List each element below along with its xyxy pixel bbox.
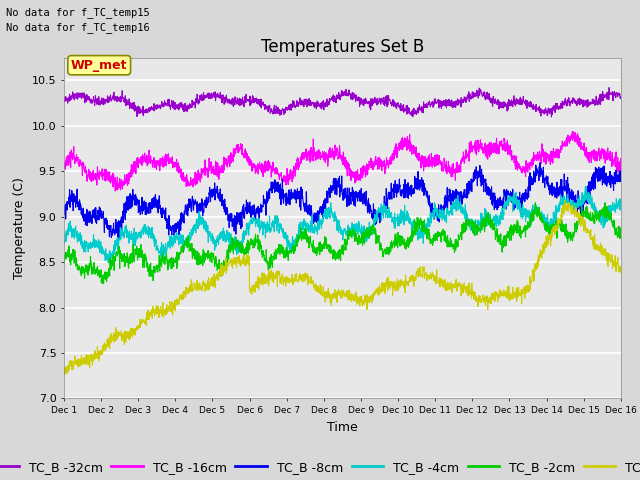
TC_B +4cm	[499, 293, 506, 299]
TC_B -4cm	[582, 183, 590, 189]
TC_B -32cm	[499, 100, 506, 106]
TC_B -2cm	[99, 281, 106, 287]
TC_B -16cm	[316, 156, 324, 162]
TC_B -8cm	[88, 207, 96, 213]
TC_B +4cm	[561, 198, 569, 204]
TC_B -4cm	[331, 212, 339, 218]
Line: TC_B -4cm: TC_B -4cm	[64, 186, 621, 263]
TC_B -8cm	[316, 204, 324, 210]
TC_B -16cm	[601, 154, 609, 159]
TC_B -32cm	[617, 96, 625, 101]
TC_B -16cm	[499, 142, 506, 147]
TC_B -4cm	[499, 215, 506, 220]
TC_B -4cm	[602, 214, 609, 220]
TC_B -16cm	[111, 188, 119, 194]
TC_B -16cm	[617, 160, 625, 166]
TC_B -4cm	[88, 245, 96, 251]
Title: Temperatures Set B: Temperatures Set B	[260, 38, 424, 56]
TC_B -2cm	[88, 264, 96, 270]
TC_B -2cm	[601, 200, 609, 205]
TC_B -32cm	[331, 93, 339, 99]
TC_B -2cm	[331, 249, 339, 254]
Y-axis label: Temperature (C): Temperature (C)	[13, 177, 26, 279]
TC_B -16cm	[60, 163, 68, 169]
Text: No data for f_TC_temp16: No data for f_TC_temp16	[6, 22, 150, 33]
TC_B -8cm	[617, 179, 625, 184]
Line: TC_B -32cm: TC_B -32cm	[64, 87, 621, 117]
Line: TC_B -16cm: TC_B -16cm	[64, 132, 621, 191]
TC_B -2cm	[617, 226, 625, 231]
TC_B +4cm	[88, 362, 96, 368]
TC_B -16cm	[88, 177, 96, 182]
TC_B +4cm	[601, 249, 609, 255]
TC_B -2cm	[316, 239, 324, 245]
TC_B -8cm	[602, 181, 609, 187]
TC_B -32cm	[548, 114, 556, 120]
TC_B -4cm	[617, 197, 625, 203]
X-axis label: Time: Time	[327, 420, 358, 433]
TC_B -32cm	[605, 84, 613, 90]
TC_B -4cm	[601, 221, 609, 227]
TC_B -8cm	[601, 174, 609, 180]
TC_B +4cm	[316, 288, 324, 294]
TC_B -8cm	[114, 236, 122, 241]
TC_B -16cm	[568, 129, 576, 134]
TC_B -8cm	[536, 160, 544, 166]
TC_B -32cm	[88, 98, 96, 104]
TC_B -4cm	[60, 241, 68, 247]
TC_B -4cm	[104, 260, 112, 265]
TC_B +4cm	[617, 270, 625, 276]
TC_B -2cm	[60, 259, 68, 265]
TC_B -4cm	[316, 219, 324, 225]
TC_B +4cm	[331, 287, 339, 292]
TC_B -16cm	[602, 160, 609, 166]
TC_B -2cm	[601, 201, 609, 206]
TC_B -8cm	[60, 212, 68, 218]
Line: TC_B +4cm: TC_B +4cm	[64, 201, 621, 375]
TC_B -32cm	[60, 97, 68, 103]
TC_B -2cm	[499, 242, 506, 248]
TC_B -32cm	[316, 102, 324, 108]
TC_B -8cm	[499, 205, 506, 211]
TC_B +4cm	[60, 372, 68, 378]
TC_B -2cm	[602, 201, 609, 206]
Text: WP_met: WP_met	[71, 59, 127, 72]
Line: TC_B -2cm: TC_B -2cm	[64, 203, 621, 284]
TC_B -8cm	[331, 192, 339, 197]
Text: No data for f_TC_temp15: No data for f_TC_temp15	[6, 7, 150, 18]
TC_B -32cm	[601, 95, 609, 100]
Line: TC_B -8cm: TC_B -8cm	[64, 163, 621, 239]
Legend: TC_B -32cm, TC_B -16cm, TC_B -8cm, TC_B -4cm, TC_B -2cm, TC_B +4cm: TC_B -32cm, TC_B -16cm, TC_B -8cm, TC_B …	[0, 456, 640, 479]
TC_B -32cm	[601, 93, 609, 98]
TC_B -16cm	[331, 142, 339, 148]
TC_B +4cm	[601, 250, 609, 255]
